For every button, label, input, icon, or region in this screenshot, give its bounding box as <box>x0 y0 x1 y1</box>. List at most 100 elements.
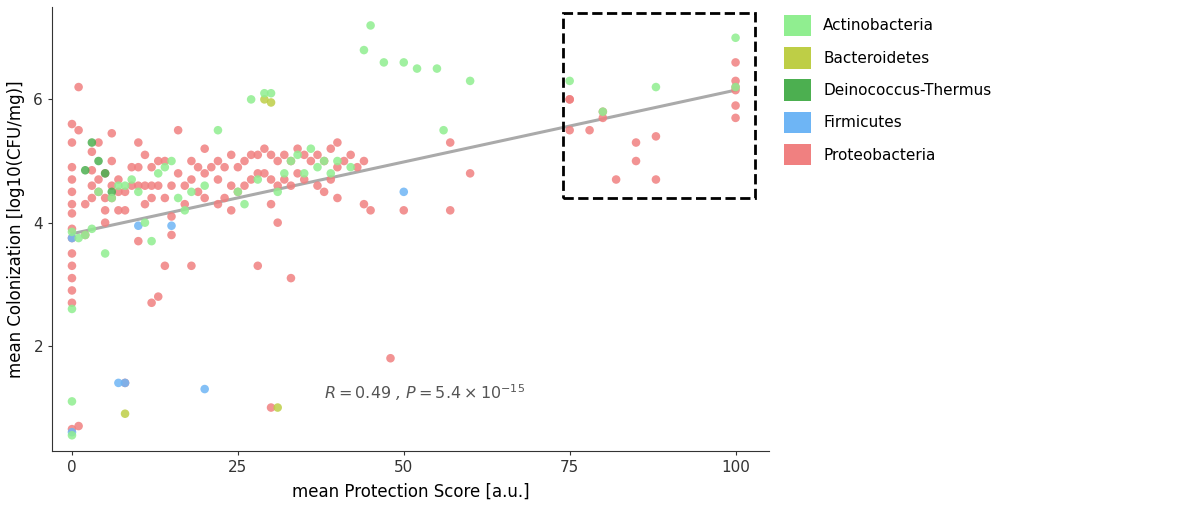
Point <box>155 262 174 270</box>
Point <box>269 182 288 190</box>
Point <box>109 188 128 196</box>
Point <box>122 182 141 190</box>
Point <box>63 431 82 439</box>
Point <box>249 175 268 183</box>
Point <box>262 89 281 98</box>
Point <box>76 200 95 208</box>
Point <box>308 151 327 159</box>
Point <box>63 120 82 128</box>
Point <box>89 188 108 196</box>
Point <box>275 175 294 183</box>
Point <box>83 182 102 190</box>
Point <box>102 188 121 196</box>
Point <box>236 200 255 208</box>
Point <box>102 194 121 202</box>
Point <box>129 237 148 245</box>
Point <box>168 126 187 134</box>
Point <box>63 262 82 270</box>
Point <box>149 182 168 190</box>
Point <box>282 157 301 165</box>
Point <box>560 96 579 104</box>
Point <box>63 188 82 196</box>
Point <box>96 169 115 177</box>
Point <box>162 157 181 165</box>
Point <box>168 194 187 202</box>
Point <box>354 157 373 165</box>
Point <box>461 77 480 85</box>
Point <box>63 139 82 147</box>
Point <box>440 139 459 147</box>
Point <box>361 21 380 29</box>
Point <box>63 228 82 236</box>
Point <box>182 262 201 270</box>
Point <box>354 200 373 208</box>
Point <box>63 175 82 183</box>
Point <box>328 157 347 165</box>
Point <box>195 194 214 202</box>
Point <box>76 231 95 239</box>
Point <box>381 354 400 362</box>
Point <box>726 77 745 85</box>
Point <box>262 200 281 208</box>
Point <box>175 206 194 214</box>
Point <box>328 139 347 147</box>
Point <box>726 83 745 91</box>
Point <box>135 182 154 190</box>
Point <box>155 157 174 165</box>
Point <box>155 194 174 202</box>
Point <box>321 145 340 153</box>
Point <box>221 151 240 159</box>
Point <box>63 299 82 307</box>
Point <box>328 194 347 202</box>
Point <box>162 182 181 190</box>
Point <box>262 403 281 411</box>
Point <box>394 206 413 214</box>
Point <box>229 188 247 196</box>
Point <box>407 65 426 73</box>
Point <box>726 83 745 91</box>
Point <box>63 287 82 295</box>
Point <box>135 218 154 227</box>
Point <box>229 188 247 196</box>
Point <box>302 157 321 165</box>
Point <box>63 305 82 313</box>
Point <box>69 126 88 134</box>
Point <box>229 163 247 171</box>
Point <box>149 169 168 177</box>
Point <box>302 145 321 153</box>
Point <box>249 169 268 177</box>
Point <box>308 163 327 171</box>
Point <box>208 157 227 165</box>
Point <box>175 182 194 190</box>
Point <box>262 175 281 183</box>
Point <box>560 126 579 134</box>
Point <box>242 175 260 183</box>
Point <box>162 221 181 230</box>
Point <box>282 157 301 165</box>
Point <box>96 194 115 202</box>
Point <box>76 166 95 174</box>
Point <box>282 274 301 282</box>
Point <box>580 126 599 134</box>
Point <box>63 200 82 208</box>
Point <box>76 231 95 239</box>
Point <box>321 175 340 183</box>
Point <box>142 237 161 245</box>
Point <box>315 157 334 165</box>
Point <box>440 206 459 214</box>
Point <box>188 163 207 171</box>
Point <box>315 157 334 165</box>
Point <box>201 163 220 171</box>
Point <box>275 151 294 159</box>
Point <box>63 249 82 258</box>
Point <box>341 151 360 159</box>
Point <box>168 169 187 177</box>
Point <box>102 182 121 190</box>
Point <box>63 163 82 171</box>
Point <box>236 157 255 165</box>
Point <box>195 182 214 190</box>
Point <box>129 221 148 230</box>
Point <box>308 182 327 190</box>
Point <box>96 218 115 227</box>
Point <box>83 225 102 233</box>
